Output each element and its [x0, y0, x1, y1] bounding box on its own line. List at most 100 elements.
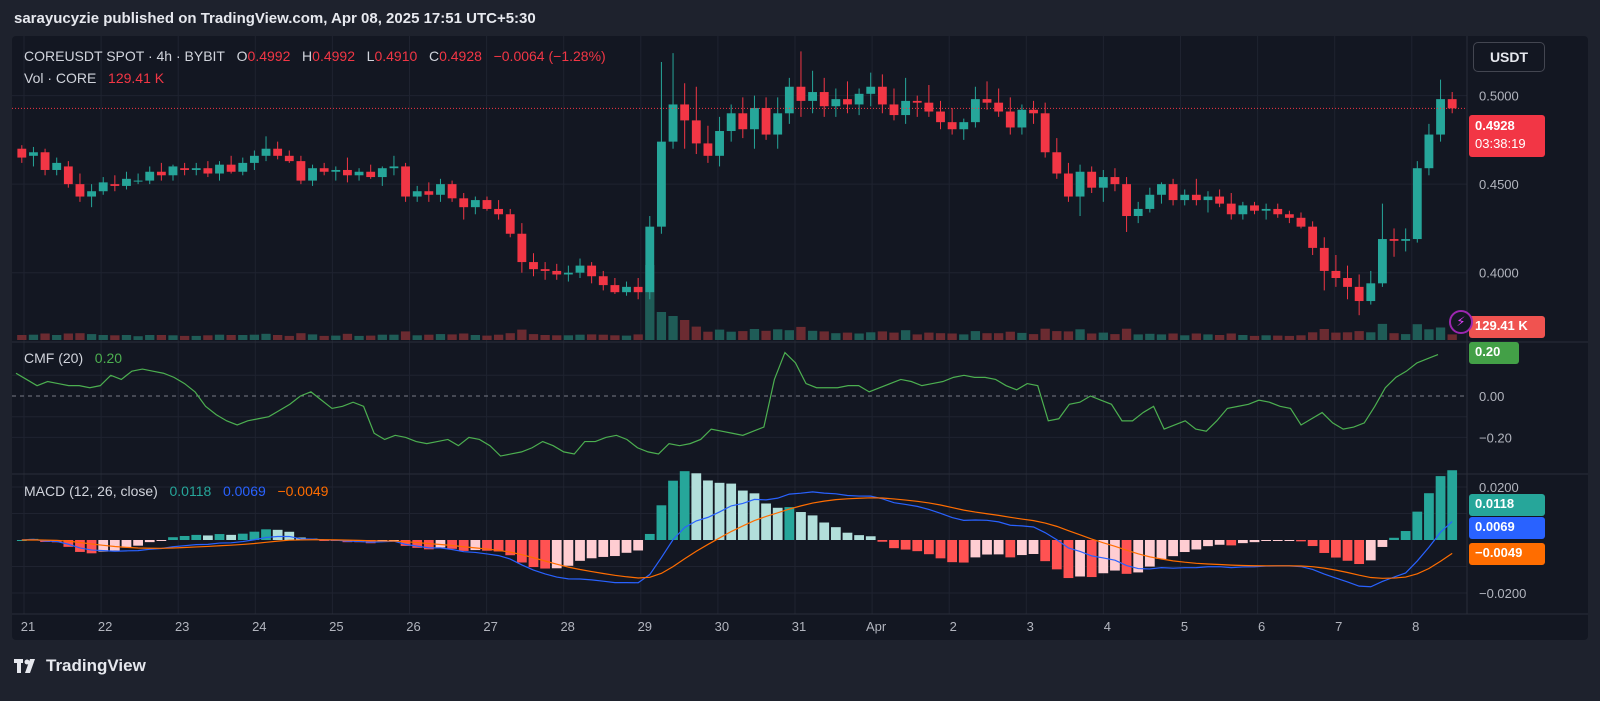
volume-bar: [1307, 332, 1318, 340]
macd-histogram-bar: [144, 540, 155, 543]
macd-histogram-bar: [1447, 470, 1458, 540]
macd-histogram-bar: [703, 480, 713, 540]
macd-histogram-bar: [598, 540, 609, 557]
current-price-tag: 0.4928 03:38:19: [1469, 115, 1545, 157]
volume-bar: [1284, 335, 1295, 340]
candle-body: [587, 265, 597, 277]
candle-body: [691, 120, 701, 144]
volume-bar: [121, 335, 132, 340]
volume-bar: [749, 329, 760, 340]
close-value: 0.4928: [439, 48, 482, 64]
macd-histogram-bar: [865, 536, 876, 540]
macd-histogram-bar: [761, 503, 771, 540]
volume-bar: [1005, 331, 1015, 340]
candle-body: [761, 107, 771, 135]
time-axis-label: 2: [950, 619, 957, 634]
symbol-name[interactable]: COREUSDT SPOT · 4h · BYBIT: [24, 48, 225, 64]
macd-legend: MACD (12, 26, close) 0.0118 0.0069 −0.00…: [24, 483, 328, 499]
volume-bar: [598, 334, 608, 340]
candle-body: [110, 184, 120, 186]
macd-histogram-bar: [796, 512, 806, 540]
volume-bar: [1214, 335, 1225, 340]
time-axis-label: 30: [715, 619, 729, 634]
volume-bar: [1424, 329, 1434, 340]
candle-body: [1238, 205, 1248, 215]
macd-histogram-bar: [202, 535, 213, 540]
currency-button[interactable]: USDT: [1473, 42, 1545, 72]
macd-value: 0.0118: [169, 483, 212, 499]
volume-label[interactable]: Vol · CORE: [24, 70, 97, 86]
macd-histogram-bar: [1377, 540, 1388, 547]
volume-bar: [1401, 334, 1411, 340]
candle-body: [784, 86, 794, 114]
candle-body: [40, 152, 50, 170]
macd-histogram-bar: [726, 483, 737, 540]
chart-area[interactable]: 0.5000 0.4500 0.4000 0.00 −0.20 0.0200 −0.0200…: [12, 36, 1588, 640]
volume-bar: [319, 335, 329, 340]
signal-value: 0.0069: [222, 483, 266, 499]
volume-bar: [1121, 328, 1132, 340]
candle-body: [215, 164, 224, 174]
macd-histogram-bar: [1272, 540, 1283, 541]
candle-body: [738, 113, 748, 130]
volume-bar: [261, 333, 271, 340]
tradingview-logo-icon: [14, 659, 35, 673]
macd-histogram-bar: [970, 540, 981, 558]
candle-body: [1319, 247, 1329, 271]
footer: TradingView: [0, 640, 1600, 701]
volume-bar: [366, 335, 376, 340]
volume-bar: [342, 333, 353, 340]
macd-histogram-bar: [458, 540, 469, 551]
volume-bar: [52, 335, 62, 340]
macd-histogram-bar: [1214, 540, 1225, 545]
candle-body: [1122, 184, 1131, 217]
volume-bar: [1156, 334, 1167, 340]
candle-body: [249, 155, 259, 163]
volume-bar: [866, 332, 876, 340]
macd-label[interactable]: MACD (12, 26, close): [24, 483, 158, 499]
candle-body: [145, 171, 155, 181]
cmf-label[interactable]: CMF (20): [24, 350, 84, 366]
candle-body: [750, 107, 759, 130]
macd-histogram-bar: [610, 540, 620, 557]
volume-bar: [354, 335, 364, 340]
candle-body: [1343, 278, 1352, 287]
macd-line: [21, 491, 1453, 588]
macd-histogram-bar: [575, 540, 585, 561]
candle-body: [87, 191, 97, 197]
macd-histogram-bar: [656, 505, 667, 540]
volume-bar: [575, 334, 585, 340]
macd-histogram-bar: [493, 540, 504, 552]
candle-body: [924, 102, 934, 112]
volume-bar: [1226, 333, 1236, 340]
candle-body: [540, 269, 550, 271]
candle-body: [552, 270, 562, 275]
macd-histogram-bar: [912, 540, 923, 552]
lightning-icon[interactable]: ⚡: [1449, 310, 1473, 334]
candle-body: [1401, 239, 1411, 241]
chart-canvas[interactable]: 0.5000 0.4500 0.4000 0.00 −0.20 0.0200 −0.0200…: [12, 36, 1588, 640]
candle-body: [877, 86, 887, 105]
signal-line: [21, 497, 1453, 579]
volume-bar: [703, 331, 713, 340]
volume-bar: [191, 335, 201, 340]
volume-bar: [1040, 328, 1050, 340]
macd-histogram-bar: [400, 540, 411, 546]
candle-body: [1145, 194, 1155, 209]
tradingview-logo[interactable]: TradingView: [14, 656, 146, 676]
volume-tag: 129.41 K: [1469, 316, 1545, 338]
macd-histogram-bar: [877, 540, 888, 542]
high-label: H: [302, 48, 313, 64]
volume-bar: [912, 334, 922, 340]
macd-histogram-bar: [1017, 540, 1027, 556]
low-label: L: [366, 48, 375, 64]
candle-body: [1366, 283, 1376, 302]
volume-bar: [284, 335, 294, 340]
macd-histogram-bar: [86, 540, 97, 554]
volume-bar: [656, 312, 667, 340]
macd-histogram-bar: [807, 515, 818, 540]
candle-body: [1157, 184, 1166, 195]
volume-bar: [1075, 329, 1085, 340]
volume-legend: Vol · CORE 129.41 K: [24, 70, 164, 86]
candle-body: [563, 272, 573, 275]
